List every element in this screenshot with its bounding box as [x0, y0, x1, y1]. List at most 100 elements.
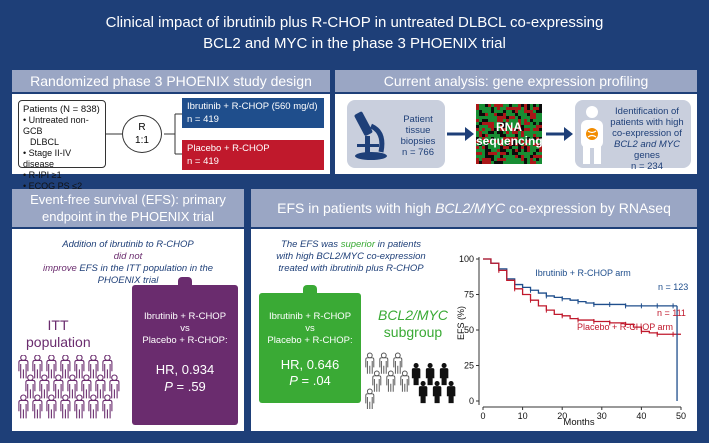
- heatmap-cell: [515, 149, 518, 152]
- km-chart: 0 25 50 75 100 0 10 20 30 40 50 EFS (%) Months Ibr…: [456, 254, 688, 428]
- arm-ibrutinib-box: Ibrutinib + R-CHOP (560 mg/d) n = 419: [182, 98, 324, 128]
- heatmap-cell: [506, 122, 509, 125]
- heatmap-cell: [515, 122, 518, 125]
- heatmap-cell: [491, 125, 494, 128]
- heatmap-cell: [506, 110, 509, 113]
- person-icon: [386, 370, 396, 392]
- heatmap-cell: [497, 152, 500, 155]
- heatmap-cell: [479, 131, 482, 134]
- person-head: [48, 394, 55, 401]
- heatmap-cell: [527, 140, 530, 143]
- heatmap-cell: [509, 161, 512, 164]
- person-head: [420, 381, 426, 387]
- heatmap-cell: [500, 152, 503, 155]
- heatmap-cell: [503, 107, 506, 110]
- heatmap-cell: [512, 128, 515, 131]
- heatmap-cell: [533, 134, 536, 137]
- person-body: [88, 359, 99, 379]
- heatmap-cell: [527, 152, 530, 155]
- person-icon: [32, 394, 43, 419]
- subgroup-p-label: P: [289, 373, 298, 388]
- heatmap-cell: [503, 116, 506, 119]
- heatmap-cell: [491, 143, 494, 146]
- heatmap-cell: [482, 152, 485, 155]
- heatmap-cell: [530, 110, 533, 113]
- km-x-tick-label: 0: [480, 411, 485, 421]
- heatmap-cell: [512, 149, 515, 152]
- heatmap-cell: [527, 119, 530, 122]
- heatmap-cell: [527, 131, 530, 134]
- arm1-name: Ibrutinib + R-CHOP (560 mg/d): [187, 101, 318, 112]
- person-head: [97, 374, 104, 381]
- heatmap-cell: [515, 110, 518, 113]
- heatmap-cell: [497, 104, 500, 107]
- itt-box-line-2: vs: [180, 323, 190, 334]
- person-body: [18, 399, 29, 419]
- itt-box-line-1: Ibrutinib + R-CHOP: [143, 311, 227, 322]
- heatmap-cell: [518, 113, 521, 116]
- person-icon: [102, 394, 113, 419]
- person-icon: [46, 394, 57, 419]
- person-icon: [88, 394, 99, 419]
- person-icon: [60, 355, 71, 379]
- heatmap-cell: [491, 128, 494, 131]
- heatmap-cell: [488, 119, 491, 122]
- heatmap-cell: [503, 125, 506, 128]
- heatmap-cell: [506, 158, 509, 161]
- heatmap-cell: [539, 137, 542, 140]
- heatmap-cell: [521, 146, 524, 149]
- person-body: [25, 379, 36, 399]
- analysis-header: Current analysis: gene expression profil…: [335, 70, 697, 92]
- page-title: Clinical impact of ibrutinib plus R-CHOP…: [20, 12, 689, 54]
- person-body: [53, 379, 64, 399]
- heatmap-cell: [488, 110, 491, 113]
- heatmap-cell: [533, 146, 536, 149]
- heatmap-cell: [479, 116, 482, 119]
- heatmap-cell: [512, 137, 515, 140]
- person-head: [34, 355, 41, 361]
- person-body: [81, 379, 92, 399]
- person-head: [104, 394, 111, 401]
- efs-subgroup-panel: The EFS was superior in patients with hi…: [251, 229, 697, 431]
- heatmap-cell: [497, 143, 500, 146]
- person-icon: [365, 388, 375, 409]
- person-body: [74, 399, 85, 419]
- heatmap-cell: [482, 131, 485, 134]
- heatmap-cell: [503, 134, 506, 137]
- heatmap-cell: [527, 107, 530, 110]
- heatmap-cell: [536, 113, 539, 116]
- heatmap-cell: [503, 131, 506, 134]
- km-ylabel: EFS (%): [456, 306, 466, 340]
- heatmap-cell: [533, 128, 536, 131]
- heatmap-cell: [530, 152, 533, 155]
- heatmap-cell: [479, 119, 482, 122]
- heatmap-cell: [482, 107, 485, 110]
- heatmap-cell: [515, 113, 518, 116]
- heatmap-cell: [479, 104, 482, 107]
- rna-heatmap: RNA sequencing: [476, 104, 542, 164]
- heatmap-cell: [488, 122, 491, 125]
- person-body: [32, 399, 43, 419]
- heatmap-cell: [512, 119, 515, 122]
- person-body: [446, 386, 456, 404]
- heatmap-cell: [506, 119, 509, 122]
- subgroup-box-line-2: vs: [305, 323, 315, 334]
- heatmap-cell: [515, 125, 518, 128]
- heatmap-cell: [506, 143, 509, 146]
- km-n-ibrutinib: n = 123: [658, 282, 688, 292]
- person-body: [365, 393, 375, 409]
- person-icon: [60, 394, 71, 419]
- heatmap-cell: [497, 131, 500, 134]
- subgroup-box-line-3: Placebo + R-CHOP:: [267, 335, 353, 346]
- heatmap-cell: [491, 152, 494, 155]
- efs-primary-header-line-2: endpoint in the PHOENIX trial: [42, 209, 214, 224]
- heatmap-cell: [539, 149, 542, 152]
- heatmap-cell: [476, 119, 479, 122]
- heatmap-cell: [539, 158, 542, 161]
- biopsy-label: Patient tissue biopsies n = 766: [393, 114, 443, 158]
- arm1-n: n = 419: [187, 114, 219, 125]
- person-head: [76, 355, 83, 361]
- heatmap-cell: [482, 137, 485, 140]
- population-crowd-icon: [18, 355, 120, 419]
- heatmap-cell: [530, 107, 533, 110]
